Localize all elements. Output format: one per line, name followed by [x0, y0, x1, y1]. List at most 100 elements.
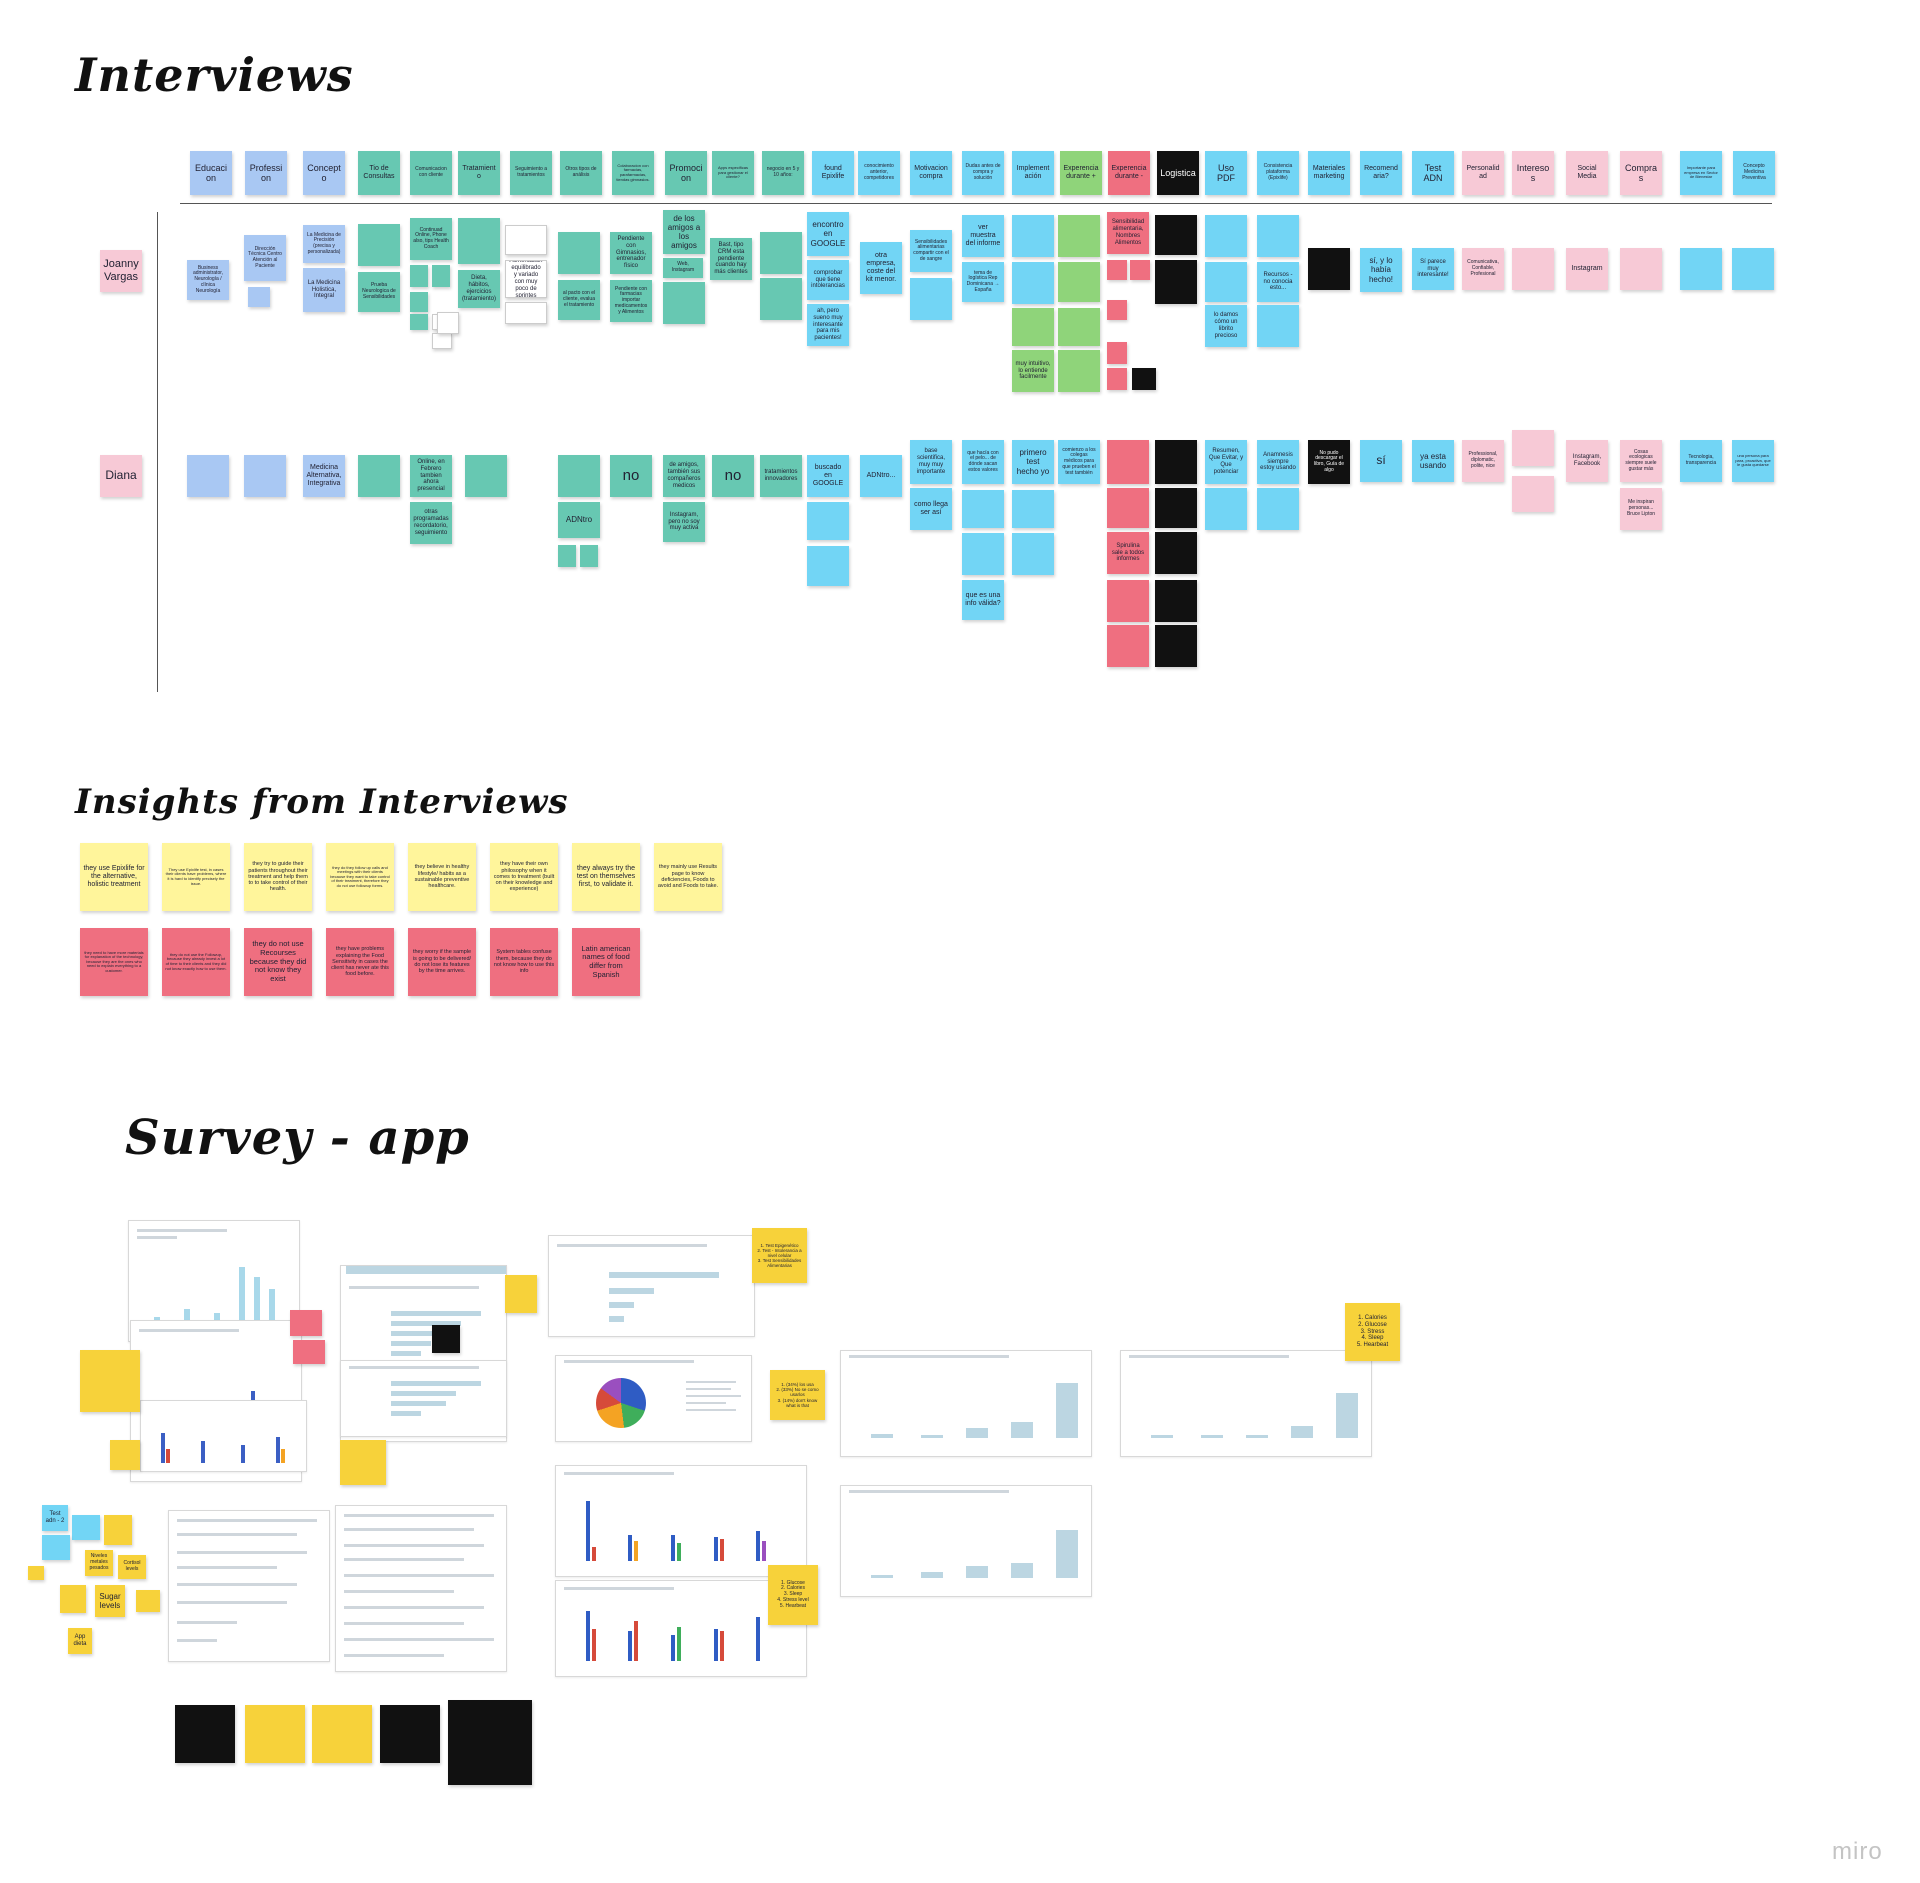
note-comunicacion-2[interactable]: [410, 265, 428, 287]
note-seguimiento-1[interactable]: [505, 225, 547, 255]
note-personalidad[interactable]: Comunicativa, Confiable, Profesional: [1462, 248, 1504, 290]
insight-positive[interactable]: they mainly use Results page to know def…: [654, 843, 722, 911]
survey-chart-bar-single-3[interactable]: [840, 1485, 1092, 1597]
survey-chart-hbar-3[interactable]: [548, 1235, 755, 1337]
survey-chart-bar-single-2[interactable]: [1120, 1350, 1372, 1457]
note-promocion-1[interactable]: de los amigos a los amigos: [663, 210, 705, 254]
note-exp-plus-3[interactable]: [1012, 308, 1054, 346]
diana-implementacion[interactable]: primero test hecho yo: [1012, 440, 1054, 484]
diana-concepto-preventiva[interactable]: una persona para para, proactiva, que le…: [1732, 440, 1774, 482]
diana-otros-2[interactable]: ADNtro: [558, 502, 600, 538]
note-logistica-3[interactable]: [1132, 368, 1156, 390]
survey-note-calories-ranking[interactable]: 1. Calories 2. Glucose 3. Stress 4. Slee…: [1345, 1303, 1400, 1361]
header-concepto[interactable]: Concepto: [303, 151, 345, 195]
note-concepto-2[interactable]: La Medicina Holistica, Integral: [303, 268, 345, 312]
diana-found-2[interactable]: [807, 502, 849, 540]
header-comunicacion-con-cliente[interactable]: Comunicacion con cliente: [410, 151, 452, 195]
note-conocimiento[interactable]: otra empresa, coste del kit menor.: [860, 242, 902, 294]
survey-note-yel-1[interactable]: [505, 1275, 537, 1313]
diana-recomendaria[interactable]: sí: [1360, 440, 1402, 482]
diana-consultas[interactable]: [358, 455, 400, 497]
header-experencia-durante[interactable]: Experencia durante +: [1060, 151, 1102, 195]
header-apps-especificas-para-gestionar-el-cliente[interactable]: Apps especificas para gestionar el clien…: [712, 151, 754, 195]
note-promocion-2[interactable]: Web, Instagram: [663, 258, 703, 278]
insight-positive[interactable]: they believe in healthy lifestyle/ habit…: [408, 843, 476, 911]
survey-note-sugar[interactable]: Sugar levels: [95, 1585, 125, 1617]
note-comunicacion-3[interactable]: [432, 265, 450, 287]
survey-note-blue-2[interactable]: [72, 1515, 100, 1540]
diana-colaboracion[interactable]: no: [610, 455, 652, 497]
insight-positive[interactable]: they use Epixlife for the alternative, h…: [80, 843, 148, 911]
survey-note-use-percent[interactable]: 1. (34%) los usa 2. (33%) No se como usa…: [770, 1370, 825, 1420]
diana-exp-plus[interactable]: comienzo a los colegas médicos para que …: [1058, 440, 1100, 484]
survey-note-bottom-1[interactable]: [175, 1705, 235, 1763]
note-social[interactable]: Instagram: [1566, 248, 1608, 290]
header-importante-para-empresa-en-sector-de-bienestar[interactable]: Importante para empresa en Sector de Bie…: [1680, 151, 1722, 195]
diana-implementacion-2[interactable]: [1012, 490, 1054, 528]
header-promocion[interactable]: Promocion: [665, 151, 707, 195]
header-logistica[interactable]: Logistica: [1157, 151, 1199, 195]
survey-note-test[interactable]: Test adn - 2: [42, 1505, 68, 1531]
header-uso-pdf[interactable]: Uso PDF: [1205, 151, 1247, 195]
diana-logistica-4[interactable]: [1155, 580, 1197, 622]
note-implementacion-1[interactable]: [1012, 215, 1054, 257]
diana-exp-minus-2[interactable]: [1107, 488, 1149, 528]
diana-interesos-1[interactable]: [1512, 430, 1554, 466]
header-compras[interactable]: Compras: [1620, 151, 1662, 195]
note-exp-plus-6[interactable]: [1058, 350, 1100, 392]
diana-social[interactable]: Instagram, Facebook: [1566, 440, 1608, 482]
diana-logistica-2[interactable]: [1155, 488, 1197, 528]
diana-otros-3[interactable]: [558, 545, 576, 567]
diana-promocion-2[interactable]: Instagram, pero no soy muy activa: [663, 502, 705, 542]
note-test-adn[interactable]: Sí parece muy interesante!: [1412, 248, 1454, 290]
insight-negative[interactable]: Latin american names of food differ from…: [572, 928, 640, 996]
note-profession[interactable]: Dirección Técnica Centro Atención al Pac…: [244, 235, 286, 281]
note-educacion[interactable]: Business administrator, Neurología / clí…: [187, 260, 229, 300]
diana-motivacion-1[interactable]: base scientifica, muy muy importante: [910, 440, 952, 484]
note-exp-plus-4[interactable]: [1058, 308, 1100, 346]
survey-form-doc-2[interactable]: [335, 1505, 507, 1672]
header-personalidad[interactable]: Personalidad: [1462, 151, 1504, 195]
survey-note-red[interactable]: [290, 1310, 322, 1336]
note-exp-minus-3[interactable]: [1130, 260, 1150, 280]
note-implementacion-2[interactable]: [1012, 262, 1054, 304]
note-consistencia-3[interactable]: [1257, 305, 1299, 347]
note-uso-pdf-1[interactable]: [1205, 215, 1247, 257]
header-negocio-en-5-y-10-a-os[interactable]: negocio en 5 y 10 años:: [762, 151, 804, 195]
note-comunicacion-7[interactable]: [432, 333, 452, 349]
note-motivacion-2[interactable]: [910, 278, 952, 320]
header-seguimiento-a-tratamientos[interactable]: Seguimiento a tratamientos: [510, 151, 552, 195]
survey-note-bottom-2[interactable]: [245, 1705, 305, 1763]
note-interesos[interactable]: [1512, 248, 1554, 290]
header-recomendaria[interactable]: Recomendaria?: [1360, 151, 1402, 195]
diana-uso-pdf[interactable]: Resumen, Que Evitar, y Que potenciar: [1205, 440, 1247, 484]
person-joanny[interactable]: Joanny Vargas: [100, 250, 142, 292]
survey-note-bottom-4[interactable]: [380, 1705, 440, 1763]
diana-otros-4[interactable]: [580, 545, 598, 567]
survey-note-bottom-5[interactable]: [448, 1700, 532, 1785]
diana-motivacion-2[interactable]: como llega ser así: [910, 488, 952, 530]
note-apps[interactable]: Bast, tipo CRM esta pendiente cuando hay…: [710, 238, 752, 280]
header-consistencia-plataforma-epixlife[interactable]: Consistencia plataforma (Epixlife): [1257, 151, 1299, 195]
note-colaboracion-2[interactable]: Pendiente con farmacias importar medicam…: [610, 280, 652, 322]
note-logistica-2[interactable]: [1155, 260, 1197, 304]
header-tio-de-consultas[interactable]: Tio de Consultas: [358, 151, 400, 195]
diana-dudas-4[interactable]: que es una info válida?: [962, 580, 1004, 620]
note-comunicacion-5[interactable]: [410, 314, 428, 330]
diana-tratamiento[interactable]: [465, 455, 507, 497]
header-dudas-antes-de-compra-y-soluci-n[interactable]: Dudas antes de compra y solución: [962, 151, 1004, 195]
header-test-adn[interactable]: Test ADN: [1412, 151, 1454, 195]
survey-chart-bar-3[interactable]: [140, 1400, 307, 1472]
note-uso-pdf-3[interactable]: lo damos cómo un librito precioso: [1205, 305, 1247, 347]
note-tratamiento-1[interactable]: [458, 218, 500, 264]
diana-concepto[interactable]: Medicina Alternativa, Integrativa: [303, 455, 345, 497]
note-exp-plus-2[interactable]: [1058, 262, 1100, 302]
note-colaboracion-1[interactable]: Pendiente con Gimnasios, entrenador físi…: [610, 232, 652, 274]
diana-apps[interactable]: no: [712, 455, 754, 497]
diana-otros-1[interactable]: [558, 455, 600, 497]
survey-chart-pie[interactable]: [555, 1355, 752, 1442]
note-dudas-1[interactable]: ver muestra del informe: [962, 215, 1004, 257]
note-exp-plus-5[interactable]: muy intuitivo, lo entiende facilmente: [1012, 350, 1054, 392]
survey-note-left-1[interactable]: [80, 1350, 140, 1412]
header-tratamiento[interactable]: Tratamiento: [458, 151, 500, 195]
